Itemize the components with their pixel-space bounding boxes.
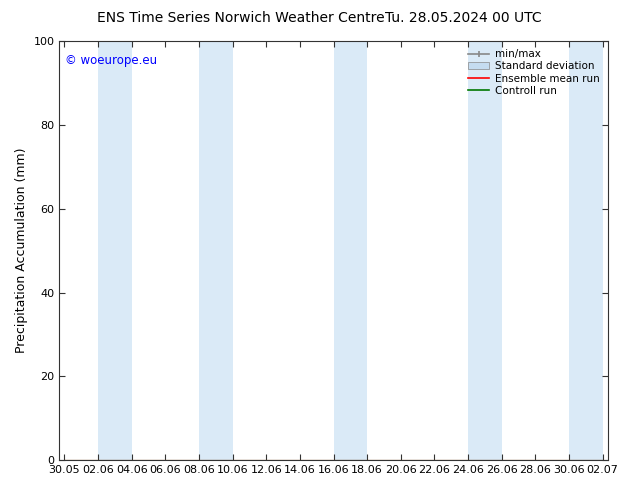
- Bar: [98, 41, 132, 460]
- Text: © woeurope.eu: © woeurope.eu: [65, 53, 157, 67]
- Bar: [569, 41, 602, 460]
- Y-axis label: Precipitation Accumulation (mm): Precipitation Accumulation (mm): [15, 148, 28, 353]
- Text: Tu. 28.05.2024 00 UTC: Tu. 28.05.2024 00 UTC: [384, 11, 541, 25]
- Bar: [333, 41, 367, 460]
- Legend: min/max, Standard deviation, Ensemble mean run, Controll run: min/max, Standard deviation, Ensemble me…: [465, 46, 602, 99]
- Bar: [468, 41, 501, 460]
- Bar: [199, 41, 233, 460]
- Text: ENS Time Series Norwich Weather Centre: ENS Time Series Norwich Weather Centre: [97, 11, 385, 25]
